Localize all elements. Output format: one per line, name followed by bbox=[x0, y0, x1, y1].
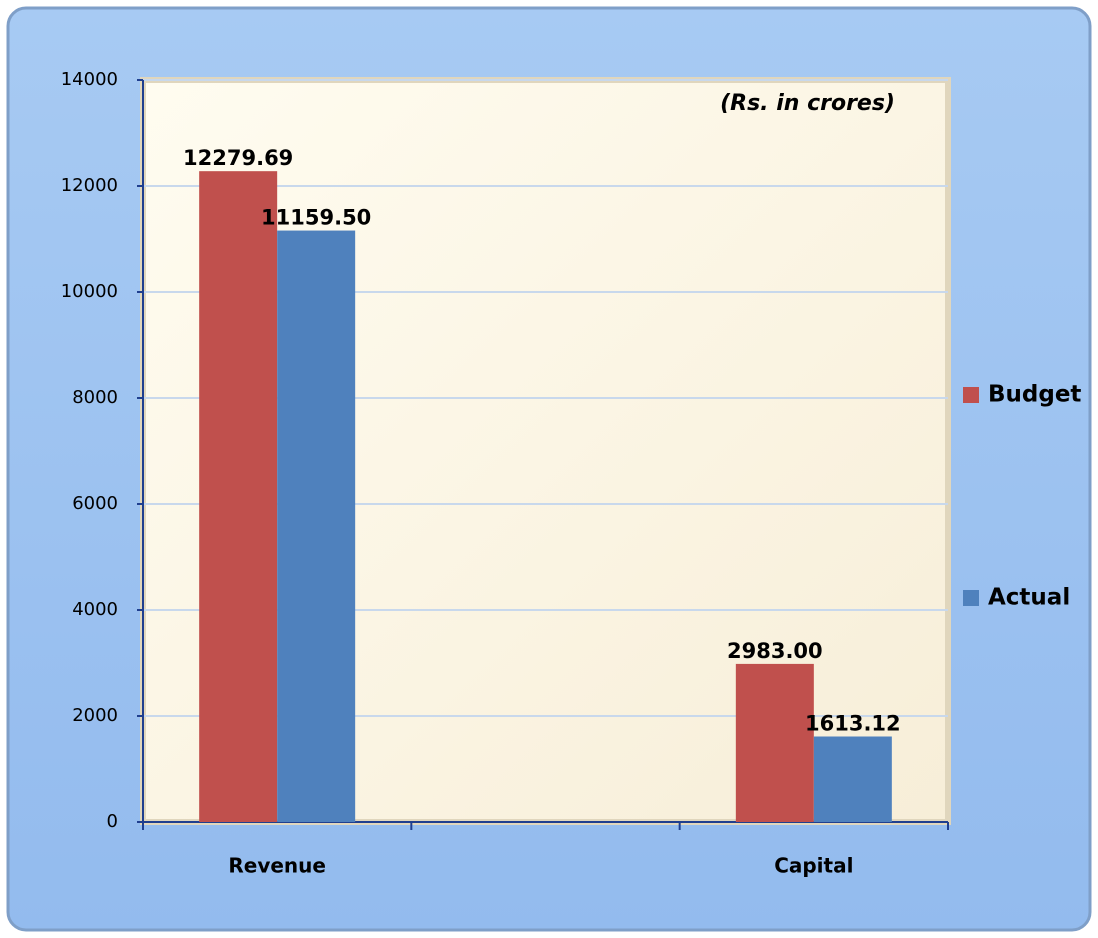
value-label: 12279.69 bbox=[183, 146, 293, 170]
value-label: 2983.00 bbox=[727, 639, 823, 663]
x-tick-label: Capital bbox=[774, 854, 853, 878]
y-tick-label: 6000 bbox=[72, 493, 118, 514]
legend-swatch bbox=[963, 590, 979, 606]
y-tick-label: 2000 bbox=[72, 705, 118, 726]
y-tick-label: 10000 bbox=[61, 281, 118, 302]
legend-swatch bbox=[963, 387, 979, 403]
y-tick-label: 12000 bbox=[61, 175, 118, 196]
legend-label: Budget bbox=[988, 382, 1081, 408]
y-tick-label: 14000 bbox=[61, 69, 118, 90]
bar bbox=[199, 171, 278, 822]
bar bbox=[735, 663, 814, 822]
y-tick-label: 0 bbox=[107, 811, 118, 832]
bar bbox=[813, 736, 892, 822]
legend-label: Actual bbox=[988, 585, 1070, 611]
value-label: 1613.12 bbox=[805, 712, 901, 736]
value-label: 11159.50 bbox=[261, 206, 371, 230]
bar bbox=[277, 230, 356, 822]
y-tick-label: 4000 bbox=[72, 599, 118, 620]
x-tick-label: Revenue bbox=[228, 854, 326, 878]
y-tick-label: 8000 bbox=[72, 387, 118, 408]
annotation: (Rs. in crores) bbox=[720, 91, 895, 116]
